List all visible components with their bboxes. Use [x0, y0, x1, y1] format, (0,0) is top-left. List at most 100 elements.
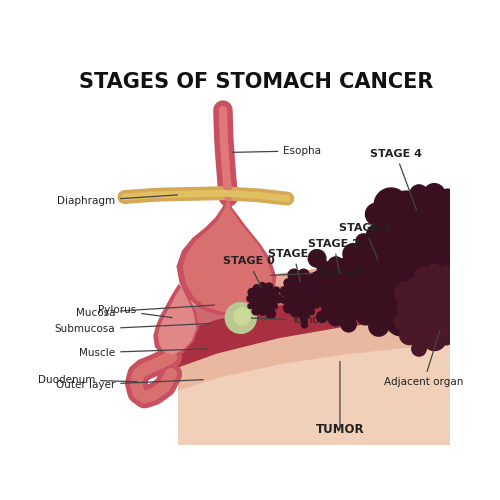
Circle shape	[362, 265, 376, 280]
Circle shape	[430, 318, 448, 336]
Circle shape	[367, 272, 396, 301]
Circle shape	[248, 304, 253, 308]
Polygon shape	[179, 285, 450, 368]
Circle shape	[281, 298, 287, 303]
Circle shape	[234, 308, 251, 325]
Text: STAGE 2: STAGE 2	[308, 238, 360, 273]
Circle shape	[423, 328, 446, 350]
Circle shape	[306, 275, 316, 285]
Text: STAGE 1: STAGE 1	[268, 248, 320, 282]
Polygon shape	[158, 288, 196, 354]
Circle shape	[415, 268, 431, 283]
Circle shape	[386, 304, 417, 336]
Circle shape	[450, 274, 464, 288]
Circle shape	[402, 262, 415, 275]
Polygon shape	[179, 266, 450, 334]
Circle shape	[341, 316, 356, 332]
Text: TUMOR: TUMOR	[316, 423, 364, 436]
Circle shape	[366, 222, 395, 252]
Circle shape	[457, 314, 467, 324]
Circle shape	[258, 307, 266, 315]
Circle shape	[336, 259, 350, 272]
Text: Esopha: Esopha	[232, 146, 322, 156]
Circle shape	[302, 322, 308, 328]
Circle shape	[410, 185, 428, 202]
Circle shape	[456, 284, 472, 301]
Circle shape	[312, 300, 320, 308]
Text: Pylorus: Pylorus	[98, 305, 172, 318]
Polygon shape	[250, 286, 278, 314]
Circle shape	[438, 266, 454, 283]
Circle shape	[342, 304, 358, 322]
Circle shape	[397, 298, 413, 314]
Circle shape	[394, 314, 409, 330]
Circle shape	[423, 302, 462, 341]
Polygon shape	[184, 200, 272, 312]
Text: Muscle: Muscle	[79, 348, 207, 358]
Circle shape	[298, 269, 309, 280]
Circle shape	[290, 306, 301, 317]
Polygon shape	[284, 274, 325, 325]
Text: STAGE 3: STAGE 3	[339, 223, 390, 259]
Circle shape	[395, 282, 417, 304]
Circle shape	[313, 282, 322, 291]
Circle shape	[409, 294, 429, 314]
Polygon shape	[317, 258, 368, 324]
Polygon shape	[369, 194, 478, 327]
Circle shape	[284, 303, 294, 313]
Circle shape	[274, 294, 282, 303]
Circle shape	[265, 283, 273, 290]
Circle shape	[280, 286, 289, 296]
Circle shape	[356, 234, 371, 249]
Circle shape	[284, 279, 292, 287]
Circle shape	[434, 189, 462, 217]
Circle shape	[386, 288, 402, 303]
Circle shape	[357, 308, 374, 325]
Text: STAGE 0: STAGE 0	[222, 256, 274, 287]
Circle shape	[439, 270, 467, 297]
Circle shape	[310, 282, 328, 300]
Circle shape	[429, 264, 440, 276]
Circle shape	[362, 272, 374, 283]
Circle shape	[252, 308, 259, 315]
Circle shape	[247, 296, 253, 302]
Circle shape	[308, 250, 326, 267]
Circle shape	[254, 284, 260, 292]
Circle shape	[343, 244, 363, 264]
Circle shape	[366, 203, 388, 225]
Polygon shape	[179, 344, 450, 422]
Circle shape	[272, 303, 278, 309]
Text: Submucosa: Submucosa	[54, 324, 211, 334]
Text: Duodenum: Duodenum	[38, 374, 137, 384]
Circle shape	[372, 237, 386, 252]
Text: STAGE 4: STAGE 4	[370, 148, 422, 210]
Circle shape	[389, 294, 411, 316]
Text: Diaphragm: Diaphragm	[57, 195, 178, 206]
Circle shape	[259, 282, 266, 289]
Circle shape	[386, 310, 397, 321]
Circle shape	[333, 285, 357, 309]
Circle shape	[424, 184, 445, 204]
Circle shape	[356, 295, 373, 311]
Circle shape	[328, 257, 344, 272]
Circle shape	[266, 310, 276, 318]
Text: Mucosa: Mucosa	[76, 305, 214, 318]
Circle shape	[316, 296, 328, 306]
Circle shape	[458, 300, 470, 312]
Polygon shape	[179, 256, 450, 312]
Circle shape	[380, 240, 401, 260]
Circle shape	[450, 324, 460, 334]
Circle shape	[328, 311, 343, 326]
Polygon shape	[179, 382, 450, 445]
Circle shape	[409, 276, 419, 287]
Circle shape	[440, 333, 452, 345]
Text: Tumor: Tumor	[252, 316, 323, 326]
Circle shape	[362, 238, 391, 266]
Text: Stomach: Stomach	[270, 267, 364, 277]
Text: Adjacent organ: Adjacent organ	[384, 330, 464, 387]
Circle shape	[360, 284, 372, 298]
Circle shape	[430, 280, 456, 307]
Circle shape	[412, 342, 426, 356]
Circle shape	[393, 242, 416, 264]
Polygon shape	[179, 316, 450, 391]
